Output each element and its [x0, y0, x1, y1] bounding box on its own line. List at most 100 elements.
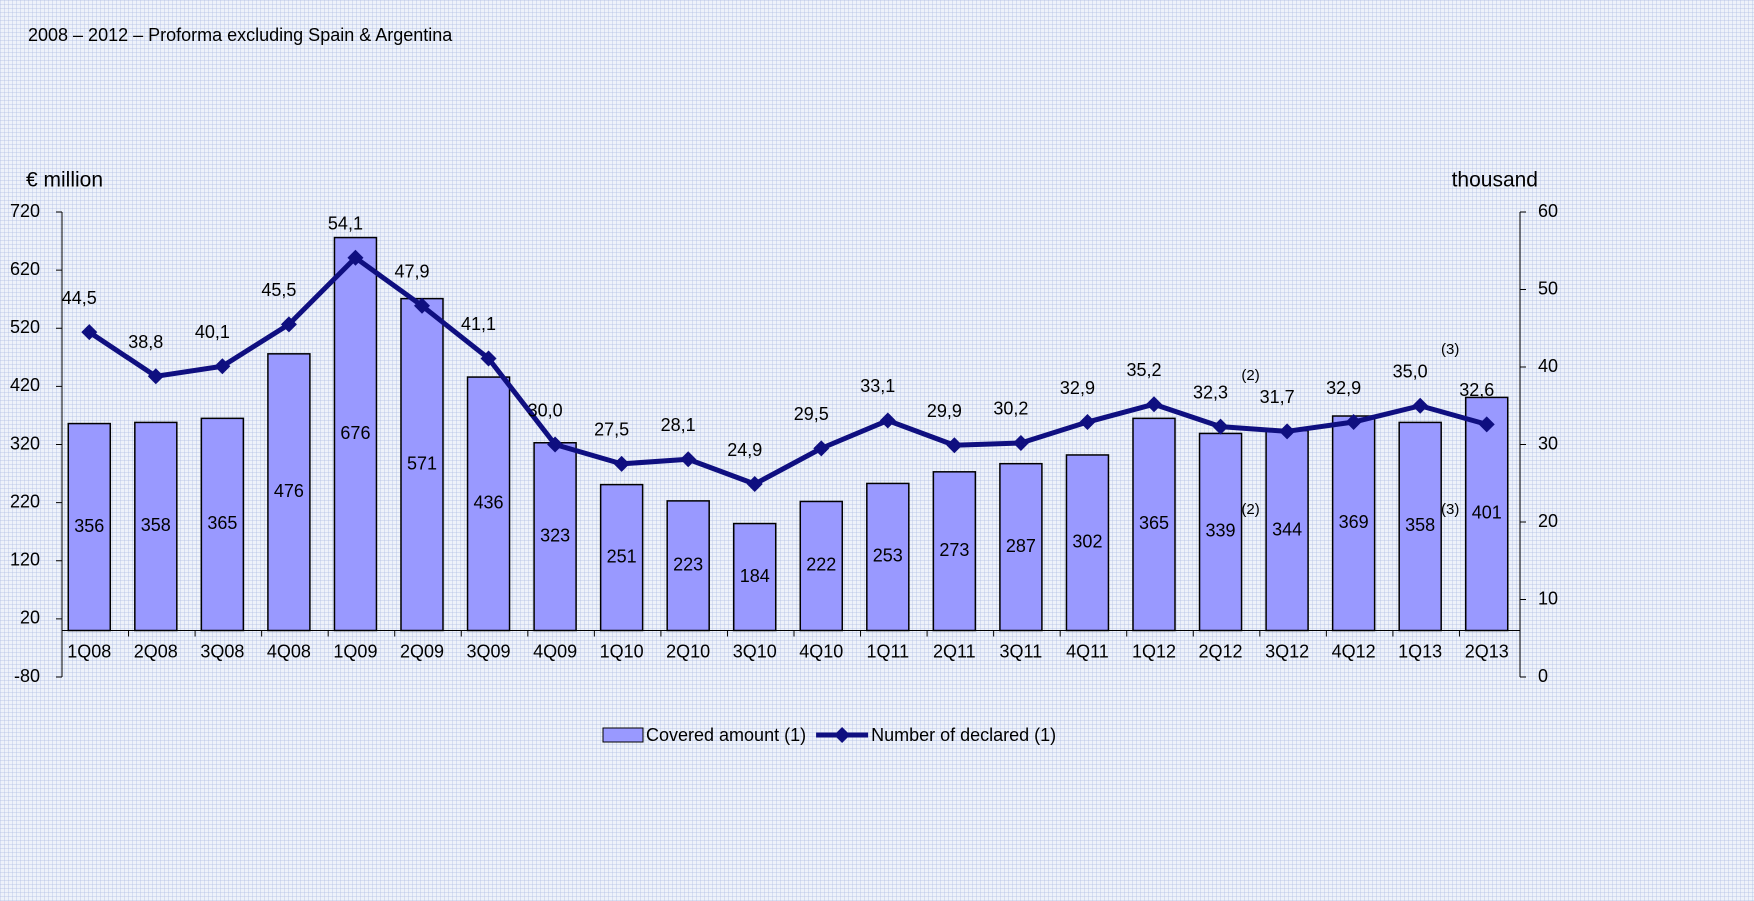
- y2-tick-label: 20: [1538, 511, 1558, 531]
- y-tick-label: 720: [10, 201, 40, 221]
- bar: [466, 376, 511, 632]
- bar: [1464, 396, 1509, 632]
- bar: [932, 471, 977, 632]
- x-tick-label: 3Q08: [200, 641, 244, 661]
- y2-tick-label: 30: [1538, 433, 1558, 453]
- x-tick-label: 2Q12: [1199, 641, 1243, 661]
- bar: [866, 482, 910, 632]
- line-value-label: 38,8: [128, 332, 163, 352]
- x-tick-label: 3Q11: [1000, 641, 1043, 661]
- bar-value-label: 184: [740, 566, 770, 586]
- x-tick-label: 1Q11: [866, 641, 909, 661]
- line-value-label: 32,6: [1459, 380, 1494, 400]
- bar: [67, 422, 112, 632]
- x-tick-label: 4Q11: [1066, 641, 1109, 661]
- bar: [333, 236, 378, 632]
- line-value-label: 29,9: [927, 401, 962, 421]
- x-tick-label: 2Q10: [666, 641, 710, 661]
- bar-value-label: 369: [1339, 512, 1369, 532]
- bar: [267, 353, 311, 632]
- line-marker: [1478, 416, 1495, 433]
- line-marker: [547, 436, 564, 453]
- bar: [599, 483, 644, 632]
- x-tick-label: 1Q12: [1132, 641, 1176, 661]
- y2-tick-label: 10: [1538, 588, 1558, 608]
- line-value-label: 41,1: [461, 314, 496, 334]
- line-value-label: 31,7: [1260, 387, 1295, 407]
- bar-value-label: 323: [540, 525, 570, 545]
- line-marker: [1279, 423, 1296, 440]
- bar-value-label: 273: [939, 540, 969, 560]
- y-tick-label: 420: [10, 375, 40, 395]
- line-marker: [1212, 418, 1229, 435]
- y-tick-label: 520: [10, 317, 40, 337]
- bar-value-label: 436: [474, 493, 504, 513]
- line-value-label: 45,5: [261, 280, 296, 300]
- line-marker: [214, 358, 231, 375]
- bar: [134, 421, 178, 632]
- bar-value-label: 287: [1006, 536, 1036, 556]
- line-value-label: 47,9: [394, 262, 429, 282]
- line-marker: [813, 440, 830, 457]
- line-value-label: 29,5: [794, 404, 829, 424]
- x-tick-label: 2Q13: [1465, 641, 1509, 661]
- line-value-label: 28,1: [661, 415, 696, 435]
- line-marker: [347, 249, 364, 266]
- y2-tick-label: 0: [1538, 666, 1548, 686]
- x-tick-label: 3Q09: [467, 641, 511, 661]
- x-tick-label: 1Q08: [67, 641, 111, 661]
- line-value-label: 27,5: [594, 420, 629, 440]
- bar-value-label: 344: [1272, 519, 1302, 539]
- bar-value-label: 365: [207, 513, 237, 533]
- line-marker: [879, 412, 896, 429]
- bar-value-label: 358: [141, 515, 171, 535]
- y-tick-label: 320: [10, 433, 40, 453]
- annotation: (2): [1241, 501, 1259, 518]
- bar: [999, 462, 1043, 632]
- bar: [799, 500, 844, 632]
- annotation: (2): [1241, 367, 1259, 384]
- line-marker: [680, 451, 697, 468]
- legend-label: Covered amount (1): [646, 725, 806, 745]
- y-tick-label: 220: [10, 491, 40, 511]
- line-value-label: 35,2: [1126, 360, 1161, 380]
- line-marker: [147, 368, 164, 385]
- line: [87, 255, 1488, 487]
- y-axis-label: € million: [26, 169, 103, 192]
- x-tick-label: 4Q09: [533, 641, 577, 661]
- bar-value-label: 676: [340, 423, 370, 443]
- legend-label: Number of declared (1): [871, 725, 1056, 745]
- line-marker: [1012, 434, 1029, 451]
- bar-value-label: 222: [806, 555, 836, 575]
- line-marker: [1079, 414, 1096, 431]
- bar: [666, 500, 710, 632]
- bar: [1331, 415, 1376, 632]
- annotation: (3): [1441, 501, 1459, 518]
- line-marker: [414, 297, 430, 314]
- y2-tick-label: 60: [1538, 201, 1558, 221]
- bar-value-label: 253: [873, 546, 903, 566]
- x-tick-label: 3Q10: [733, 641, 777, 661]
- y2-tick-label: 40: [1538, 356, 1558, 376]
- line-value-label: 24,9: [727, 440, 762, 460]
- bar: [200, 417, 245, 632]
- line-marker: [1412, 397, 1429, 414]
- x-tick-label: 4Q08: [267, 641, 311, 661]
- bar: [1198, 432, 1243, 632]
- y-tick-label: 620: [10, 259, 40, 279]
- x-tick-label: 4Q12: [1332, 641, 1376, 661]
- x-tick-label: 2Q09: [400, 641, 444, 661]
- bar-value-label: 302: [1072, 531, 1102, 551]
- bar: [1065, 454, 1110, 632]
- line-marker: [946, 437, 963, 454]
- y-tick-label: -80: [14, 666, 40, 686]
- y-tick-label: 20: [20, 608, 40, 628]
- line-value-label: 35,0: [1393, 362, 1428, 382]
- legend-swatch-marker: [834, 727, 851, 743]
- bar: [1265, 429, 1309, 632]
- y2-tick-label: 50: [1538, 278, 1558, 298]
- x-tick-label: 2Q08: [134, 641, 178, 661]
- line-value-label: 30,0: [528, 400, 563, 420]
- line-marker: [613, 455, 630, 472]
